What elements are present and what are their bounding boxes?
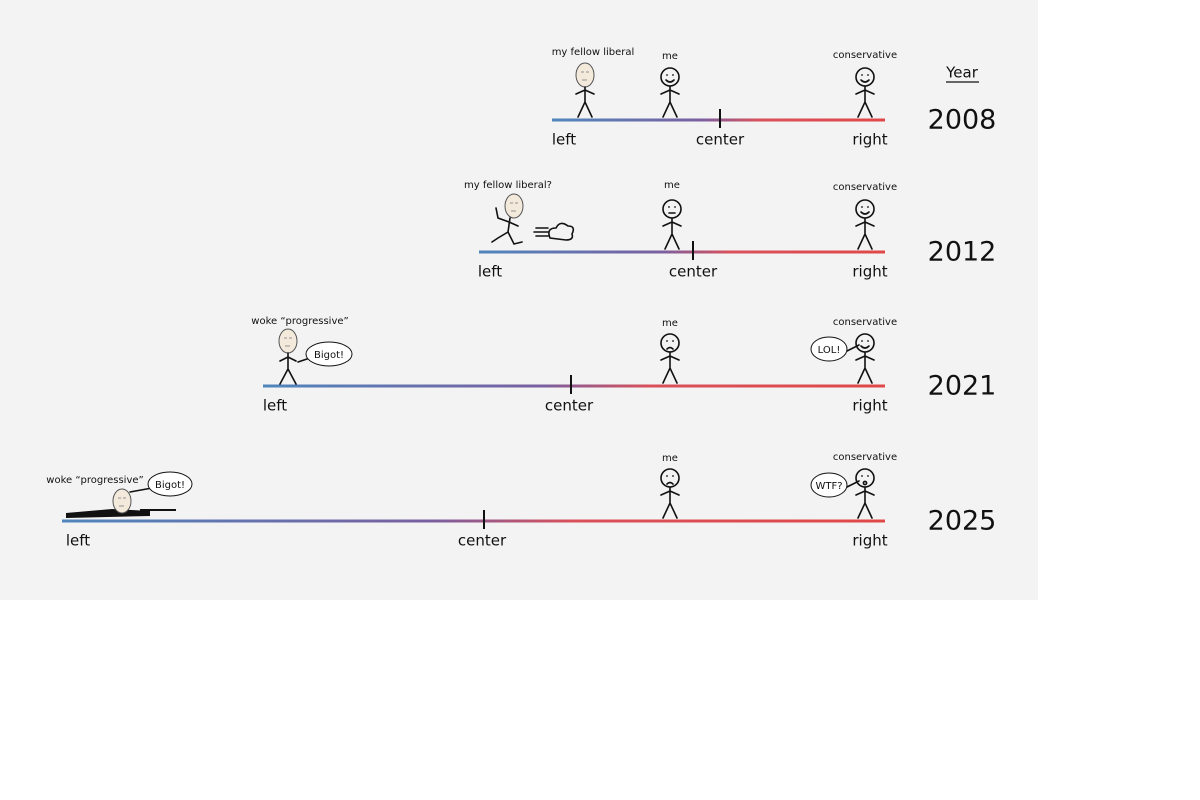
row: left center right 2021 woke “progressive” Big… <box>251 316 996 415</box>
body <box>660 351 680 384</box>
liberal-head <box>112 488 132 514</box>
axis-left: left <box>263 397 287 415</box>
prone-body <box>66 509 150 518</box>
axis-center: center <box>545 397 594 415</box>
body <box>660 486 680 519</box>
eye <box>666 74 668 76</box>
axis-left: left <box>66 532 90 550</box>
spectrum-line <box>62 519 885 523</box>
eye <box>672 74 674 76</box>
figure-label: me <box>664 180 680 191</box>
year: 2008 <box>928 105 997 136</box>
eye <box>867 206 869 208</box>
running-body <box>491 207 523 245</box>
liberal-face <box>118 497 126 507</box>
figure-label: conservative <box>833 182 897 193</box>
year: 2025 <box>928 506 997 537</box>
body <box>855 351 875 384</box>
mouth <box>860 345 870 349</box>
speech-text: WTF? <box>815 481 842 492</box>
axis-right: right <box>852 263 887 281</box>
axis-left: left <box>478 263 502 281</box>
speech-bubble <box>147 471 193 497</box>
body <box>855 217 875 250</box>
spectrum-line <box>479 250 885 254</box>
speech-bubble <box>305 341 353 367</box>
eye <box>861 206 863 208</box>
axis-left: left <box>552 131 576 149</box>
eye <box>672 475 674 477</box>
year: 2012 <box>928 237 997 268</box>
figure-label: conservative <box>833 452 897 463</box>
year-header: Year <box>945 64 979 82</box>
year: 2021 <box>928 371 997 402</box>
axis-center: center <box>696 131 745 149</box>
speech-bubble <box>810 472 848 498</box>
body <box>279 352 297 385</box>
mouth <box>860 79 870 83</box>
bubble-tail <box>129 487 153 493</box>
mouth <box>666 481 674 485</box>
speech-bubble <box>810 336 848 362</box>
spectrum-line <box>263 384 885 388</box>
dust-cloud <box>533 222 575 241</box>
row: left center right 2012 my fellow liberal? me c… <box>464 180 996 281</box>
mouth <box>860 211 870 215</box>
eye <box>666 340 668 342</box>
eye <box>867 74 869 76</box>
eye <box>861 475 863 477</box>
figure-label: me <box>662 453 678 464</box>
mouth <box>665 79 675 83</box>
figure-label: me <box>662 318 678 329</box>
figure-label: my fellow liberal <box>552 47 635 58</box>
eye <box>668 206 670 208</box>
eye <box>672 340 674 342</box>
mouth <box>666 346 674 350</box>
speech-text: LOL! <box>818 345 841 356</box>
liberal-head <box>278 328 298 354</box>
axis-center: center <box>669 263 718 281</box>
axis-right: right <box>852 397 887 415</box>
eye <box>666 475 668 477</box>
figure-label: my fellow liberal? <box>464 180 552 191</box>
figure-label: conservative <box>833 50 897 61</box>
liberal-head <box>575 62 595 88</box>
body <box>660 85 680 118</box>
row: left center right 2008 my fellow liberal me co… <box>552 47 997 149</box>
figure-label: woke “progressive” <box>46 475 143 486</box>
body <box>662 217 682 250</box>
eye <box>861 74 863 76</box>
figure-label: me <box>662 51 678 62</box>
spectrum-line <box>552 118 885 122</box>
liberal-face <box>510 202 518 212</box>
mouth <box>862 480 868 486</box>
eye <box>867 475 869 477</box>
body <box>855 85 875 118</box>
eye <box>867 340 869 342</box>
figure-label: conservative <box>833 317 897 328</box>
axis-right: right <box>852 532 887 550</box>
liberal-face <box>284 337 292 347</box>
speech-text: Bigot! <box>155 480 185 491</box>
speech-text: Bigot! <box>314 350 344 361</box>
body <box>575 86 595 118</box>
axis-right: right <box>852 131 887 149</box>
body <box>855 486 875 519</box>
figure-label: woke “progressive” <box>251 316 348 327</box>
liberal-head <box>504 193 524 219</box>
liberal-face <box>581 71 589 81</box>
row: left center right 2025 woke “progressive” Big… <box>46 452 996 550</box>
axis-center: center <box>458 532 507 550</box>
eye <box>861 340 863 342</box>
eye <box>674 206 676 208</box>
